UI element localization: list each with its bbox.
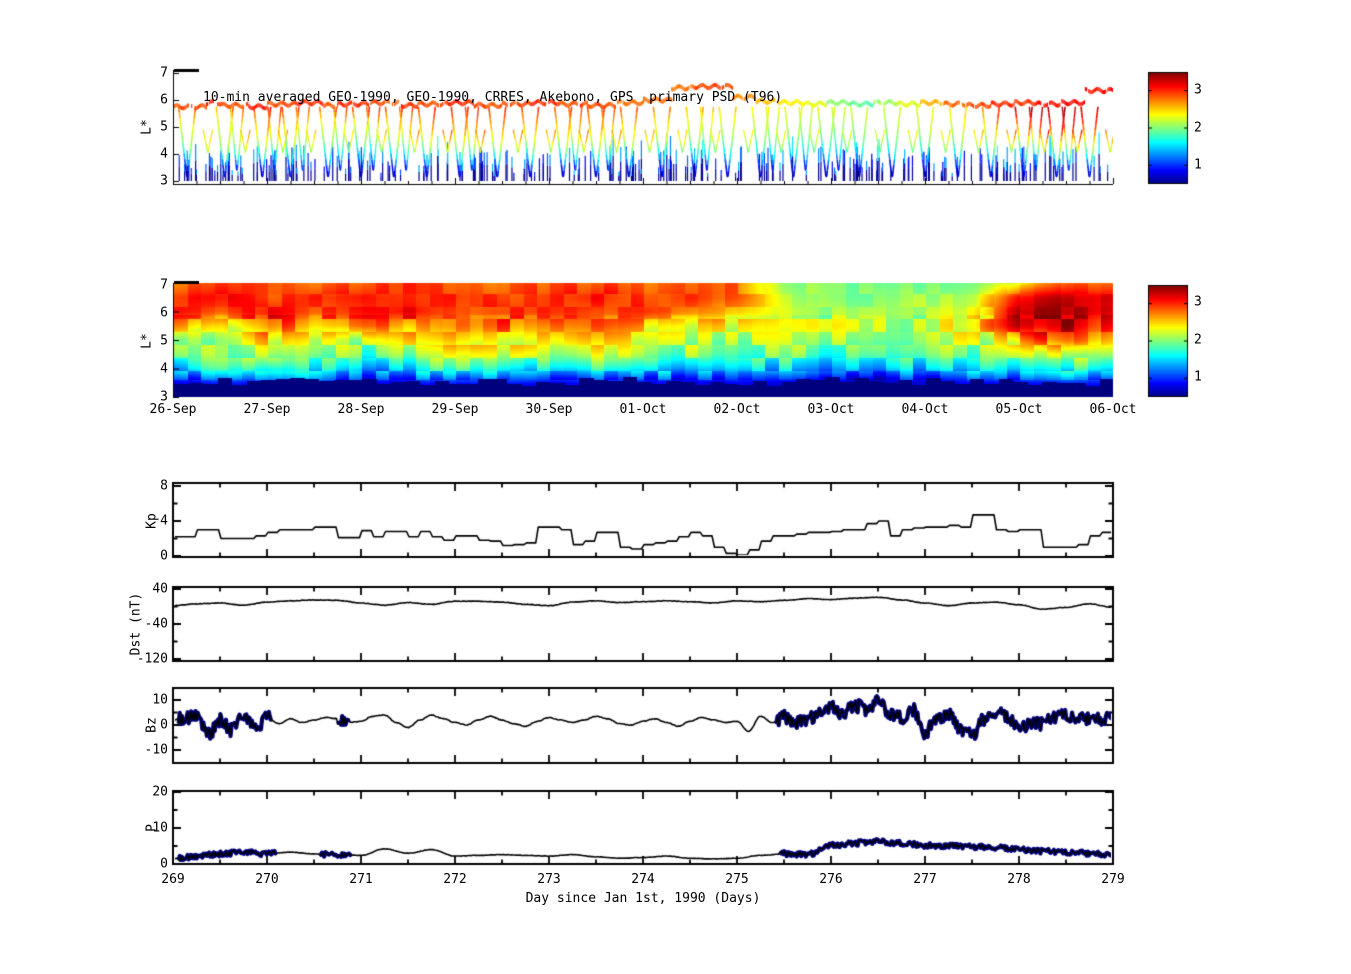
colorbar-tick-label: 1 xyxy=(1194,369,1202,385)
x-tick-label: 279 xyxy=(1101,872,1125,887)
x-axis-label: Day since Jan 1st, 1990 (Days) xyxy=(525,891,761,906)
y-tick-label: 4 xyxy=(160,361,168,377)
x-tick-label: 06-Oct xyxy=(1089,402,1137,417)
y-tick-label: 5 xyxy=(160,119,168,135)
y-tick-label: 5 xyxy=(160,333,168,349)
x-tick-label: 01-Oct xyxy=(619,402,667,417)
y-axis-label: L* xyxy=(139,333,155,349)
y-axis-label: Kp xyxy=(144,513,160,529)
colorbar-tick-label: 3 xyxy=(1194,82,1202,98)
x-tick-label: 04-Oct xyxy=(901,402,949,417)
colorbar-tick-label: 2 xyxy=(1194,332,1202,348)
y-tick-label: 0 xyxy=(160,717,168,733)
y-tick-label: 8 xyxy=(160,478,168,494)
x-tick-label: 28-Sep xyxy=(337,402,385,417)
y-tick-label: 6 xyxy=(160,92,168,108)
y-tick-label: -40 xyxy=(144,616,168,632)
y-tick-label: 7 xyxy=(160,65,168,81)
x-tick-label: 26-Sep xyxy=(149,402,197,417)
colorbar-tick-label: 1 xyxy=(1194,157,1202,173)
x-tick-label: 273 xyxy=(537,872,561,887)
y-tick-label: 3 xyxy=(160,389,168,405)
colorbar-tick-label: 2 xyxy=(1194,120,1202,136)
y-axis-label: Dst (nT) xyxy=(128,592,144,656)
x-tick-label: 274 xyxy=(631,872,655,887)
y-axis-label: L* xyxy=(139,119,155,135)
x-tick-label: 275 xyxy=(725,872,749,887)
x-tick-label: 277 xyxy=(913,872,937,887)
y-tick-label: -120 xyxy=(136,651,168,667)
x-tick-label: 27-Sep xyxy=(243,402,291,417)
x-tick-label: 05-Oct xyxy=(995,402,1043,417)
x-tick-label: 270 xyxy=(255,872,279,887)
x-tick-label: 271 xyxy=(349,872,373,887)
y-axis-label: P xyxy=(144,824,160,832)
y-tick-label: 7 xyxy=(160,277,168,293)
y-tick-label: 3 xyxy=(160,173,168,189)
y-tick-label: 0 xyxy=(160,548,168,564)
y-tick-label: 20 xyxy=(152,784,168,800)
x-tick-label: 269 xyxy=(161,872,185,887)
y-tick-label: 10 xyxy=(152,820,168,836)
x-tick-label: 276 xyxy=(819,872,843,887)
x-tick-label: 278 xyxy=(1007,872,1031,887)
y-axis-label: Bz xyxy=(144,717,160,733)
y-tick-label: 4 xyxy=(160,513,168,529)
x-tick-label: 03-Oct xyxy=(807,402,855,417)
y-tick-label: 6 xyxy=(160,305,168,321)
y-tick-label: 4 xyxy=(160,146,168,162)
y-tick-label: 0 xyxy=(160,856,168,872)
chart-title: 10-min averaged GEO-1990, GEO-1990, CRRE… xyxy=(203,90,783,105)
y-tick-label: 40 xyxy=(152,581,168,597)
x-tick-label: 30-Sep xyxy=(525,402,573,417)
x-tick-label: 272 xyxy=(443,872,467,887)
y-tick-label: -10 xyxy=(144,742,168,758)
x-tick-label: 02-Oct xyxy=(713,402,761,417)
x-tick-label: 29-Sep xyxy=(431,402,479,417)
y-tick-label: 10 xyxy=(152,692,168,708)
colorbar-tick-label: 3 xyxy=(1194,294,1202,310)
